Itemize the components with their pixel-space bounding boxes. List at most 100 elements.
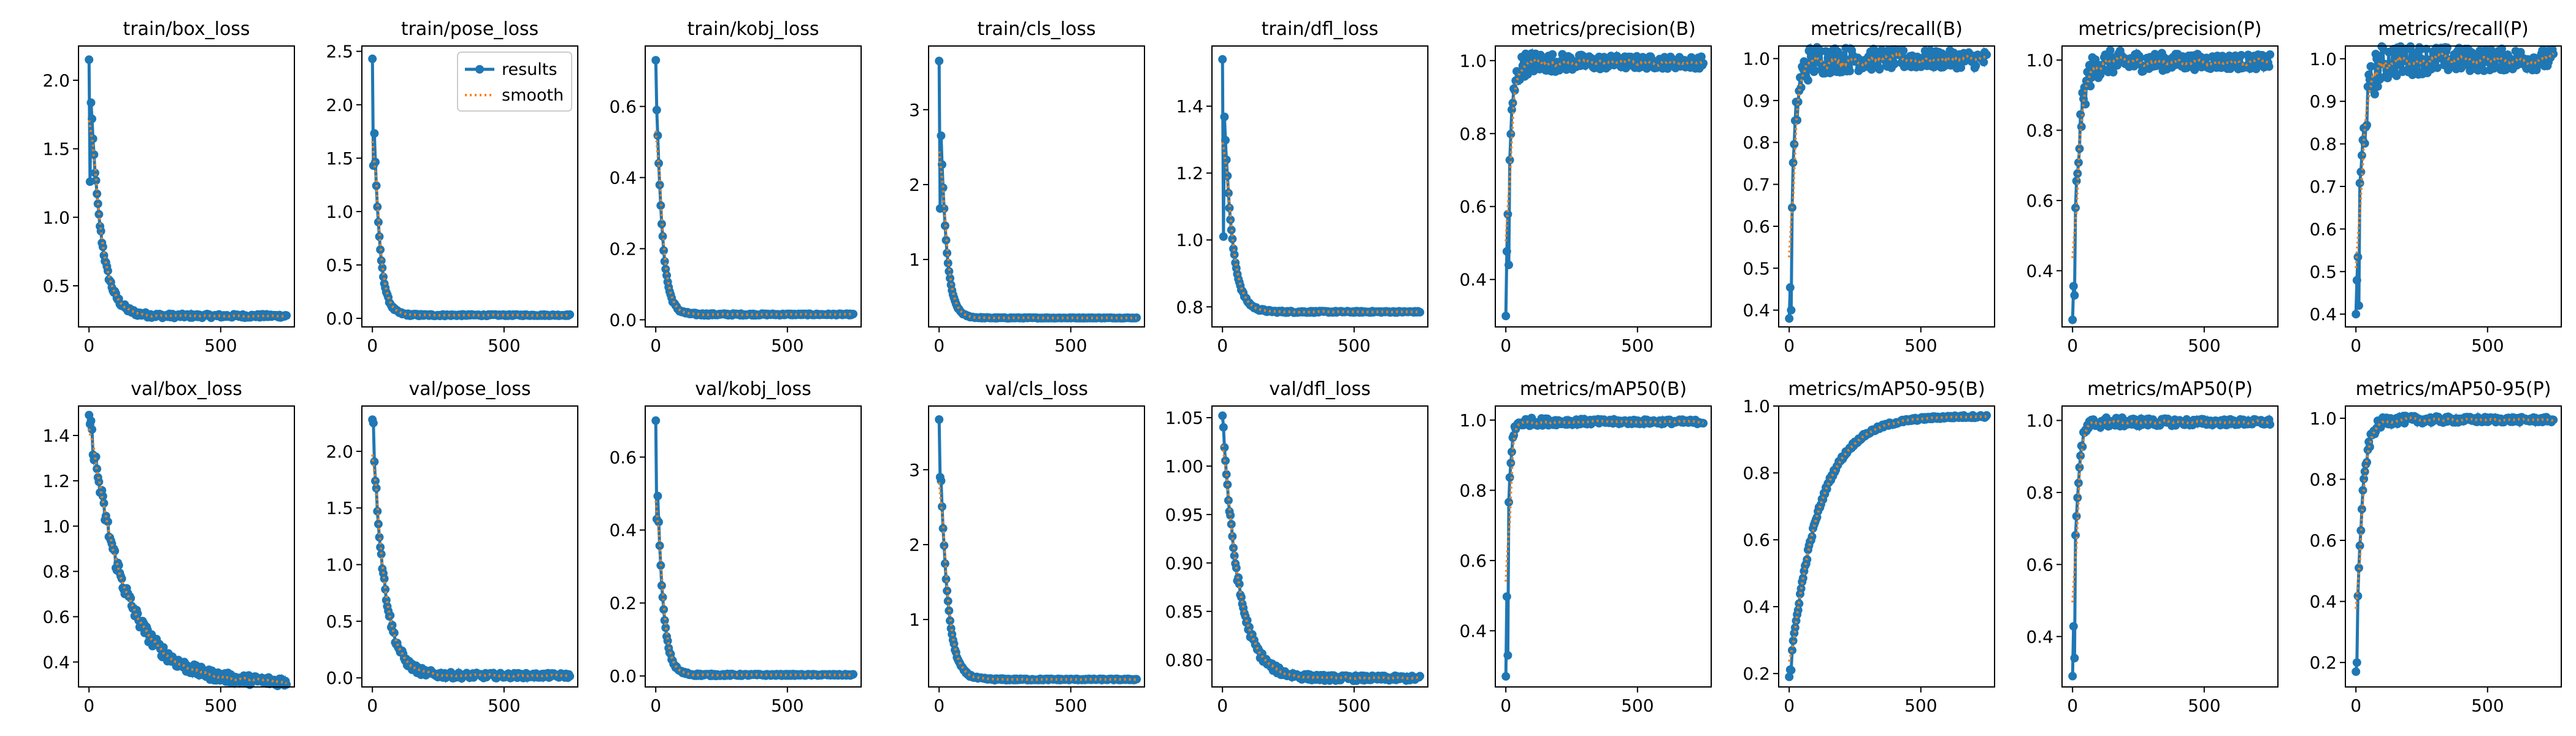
x-tick-label: 0 bbox=[367, 696, 378, 716]
results-point bbox=[2076, 110, 2085, 119]
results-point bbox=[941, 575, 951, 584]
y-tick-label: 1.4 bbox=[42, 426, 70, 446]
chart-panel: val/cls_loss 0 500 1 2 3 bbox=[909, 378, 1145, 716]
results-point bbox=[99, 499, 109, 508]
smooth-line bbox=[938, 482, 1137, 681]
chart-title: train/cls_loss bbox=[977, 18, 1095, 40]
results-point bbox=[2378, 43, 2387, 52]
y-tick-label: 0.4 bbox=[1459, 621, 1487, 641]
chart-title: train/pose_loss bbox=[401, 18, 539, 40]
results-point bbox=[1793, 605, 1803, 615]
y-tick-label: 0.4 bbox=[2309, 304, 2337, 324]
results-point bbox=[2077, 122, 2086, 131]
results-point bbox=[282, 311, 291, 320]
results-point bbox=[849, 670, 858, 679]
results-point bbox=[86, 98, 96, 107]
results-point bbox=[935, 415, 944, 424]
x-tick-label: 0 bbox=[933, 335, 945, 356]
y-tick-label: 0.2 bbox=[609, 239, 637, 259]
y-tick-label: 0.8 bbox=[2026, 483, 2053, 503]
y-tick-label: 1.0 bbox=[326, 555, 353, 575]
y-tick-label: 1.0 bbox=[2026, 410, 2053, 431]
axes-frame bbox=[1211, 405, 1428, 688]
results-point bbox=[2070, 654, 2079, 662]
y-tick-label: 1.5 bbox=[42, 139, 70, 159]
axes-frame bbox=[78, 45, 295, 328]
y-tick-label: 2 bbox=[909, 175, 920, 195]
y-tick-label: 0.6 bbox=[609, 97, 637, 117]
chart-title: metrics/recall(B) bbox=[1811, 18, 1963, 40]
results-point bbox=[1803, 75, 1812, 85]
chart-panel: train/cls_loss 0 500 1 2 3 bbox=[909, 18, 1145, 356]
y-tick-label: 2.0 bbox=[326, 442, 353, 462]
chart-panel: train/kobj_loss 0 500 0.0 0.2 0.4 0.6 bbox=[609, 18, 862, 356]
results-point bbox=[1971, 61, 1980, 71]
results-point bbox=[1226, 511, 1235, 520]
chart-panel: metrics/mAP50-95(P) 0 500 0.2 0.4 0.6 0.8 1.0 bbox=[2309, 378, 2562, 716]
results-point bbox=[654, 159, 663, 168]
axes-frame bbox=[361, 405, 578, 688]
x-tick-label: 500 bbox=[771, 696, 803, 716]
y-tick-label: 0.4 bbox=[1742, 301, 1770, 321]
results-point bbox=[938, 524, 948, 533]
results-point bbox=[943, 248, 952, 258]
y-tick-label: 1 bbox=[909, 610, 920, 630]
chart-panel: metrics/mAP50(P) 0 500 0.4 0.6 0.8 1.0 bbox=[2026, 378, 2279, 716]
results-point bbox=[651, 56, 661, 65]
results-point bbox=[1875, 65, 1884, 74]
smooth-line bbox=[371, 454, 570, 678]
x-tick-label: 500 bbox=[1904, 335, 1937, 356]
x-tick-label: 500 bbox=[1054, 335, 1087, 356]
y-tick-label: 0.4 bbox=[609, 520, 637, 540]
smooth-line bbox=[654, 500, 854, 677]
y-tick-label: 0.6 bbox=[609, 447, 637, 467]
results-point bbox=[2352, 310, 2361, 319]
results-line bbox=[654, 60, 854, 318]
results-point bbox=[1510, 86, 1519, 95]
results-point bbox=[1845, 66, 1854, 75]
legend-label-smooth: smooth bbox=[502, 86, 564, 105]
y-tick-label: 0.6 bbox=[1459, 551, 1487, 571]
y-tick-label: 1.0 bbox=[42, 516, 70, 537]
results-point bbox=[1219, 423, 1228, 432]
legend-label-results: results bbox=[502, 60, 557, 79]
results-point bbox=[937, 131, 946, 140]
y-tick-label: 0.4 bbox=[42, 652, 70, 672]
smooth-line bbox=[2355, 416, 2554, 609]
y-tick-label: 0.80 bbox=[1165, 650, 1203, 670]
y-tick-label: 0.0 bbox=[326, 668, 353, 688]
x-tick-label: 0 bbox=[83, 696, 94, 716]
y-tick-label: 0.4 bbox=[2309, 592, 2337, 612]
chart-title: train/kobj_loss bbox=[688, 18, 819, 40]
results-point bbox=[373, 202, 382, 212]
results-line bbox=[370, 419, 572, 684]
x-tick-label: 0 bbox=[1217, 696, 1228, 716]
smooth-line bbox=[2355, 51, 2555, 269]
x-tick-label: 500 bbox=[2188, 696, 2220, 716]
results-line bbox=[1504, 47, 1705, 316]
results-point bbox=[2068, 315, 2077, 324]
results-point bbox=[1223, 171, 1232, 180]
results-point bbox=[86, 416, 96, 426]
chart-panel: val/pose_loss 0 500 0.0 0.5 1.0 1.5 2.0 bbox=[326, 378, 578, 716]
smooth-line bbox=[654, 131, 854, 316]
y-tick-label: 1.0 bbox=[1742, 49, 1770, 69]
results-point bbox=[133, 609, 142, 618]
results-line bbox=[2354, 43, 2555, 315]
results-line bbox=[654, 420, 854, 680]
results-point bbox=[653, 491, 662, 500]
results-point bbox=[2363, 121, 2371, 129]
x-tick-label: 0 bbox=[1784, 335, 1795, 356]
y-tick-label: 2.0 bbox=[326, 95, 353, 115]
y-tick-label: 0.6 bbox=[1742, 217, 1770, 237]
y-tick-label: 0.6 bbox=[42, 607, 70, 627]
results-point bbox=[1226, 215, 1235, 224]
chart-title: val/box_loss bbox=[131, 378, 242, 400]
y-tick-label: 0.2 bbox=[1742, 664, 1770, 684]
smooth-line bbox=[371, 140, 570, 317]
y-tick-label: 0.5 bbox=[1742, 258, 1770, 278]
results-point bbox=[2355, 541, 2364, 550]
y-tick-label: 0.0 bbox=[609, 310, 637, 330]
results-line bbox=[2071, 46, 2272, 320]
results-point bbox=[2366, 62, 2375, 71]
